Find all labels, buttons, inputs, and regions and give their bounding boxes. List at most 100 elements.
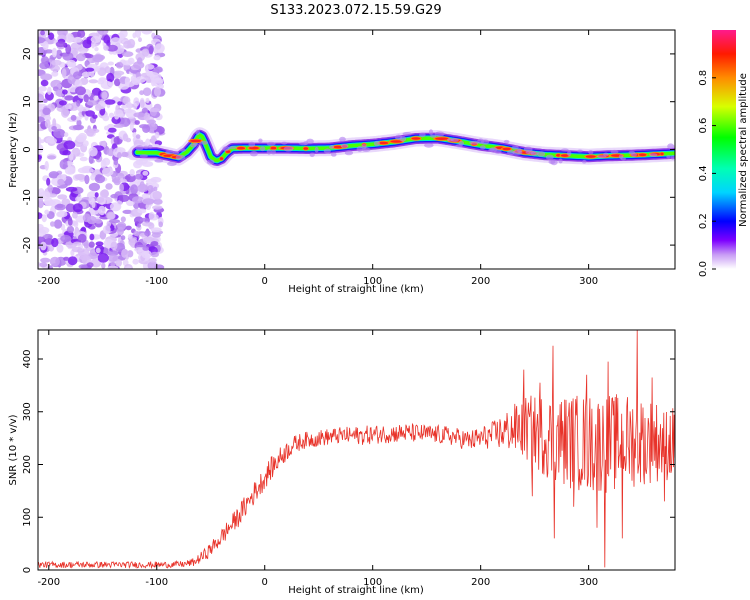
noise-blob (92, 54, 104, 63)
noise-blob (102, 167, 114, 177)
noise-blob (70, 114, 77, 121)
ridge-peak-core (660, 152, 664, 156)
ridge-edge-blob (511, 145, 519, 150)
ridge-edge-blob (469, 140, 480, 145)
noise-blob (48, 137, 57, 144)
noise-blob (126, 101, 132, 111)
noise-blob (51, 47, 58, 58)
spectrogram-y-tick-label: 20 (22, 48, 33, 61)
noise-blob (66, 225, 75, 233)
ridge-peak-core (270, 146, 277, 150)
noise-blob (67, 256, 78, 266)
snr-x-tick-label: 300 (579, 577, 598, 588)
noise-blob (40, 73, 53, 81)
noise-blob (64, 166, 76, 175)
ridge-edge-blob (558, 158, 563, 164)
noise-blob (79, 156, 88, 162)
noise-blob (96, 196, 105, 203)
ridge-edge-blob (154, 159, 164, 163)
noise-blob (61, 107, 70, 118)
ridge-edge-blob (577, 149, 583, 153)
snr-x-tick-label: 200 (471, 577, 490, 588)
colorbar-tick-label: 0.6 (698, 118, 709, 134)
noise-blob (117, 221, 127, 230)
ridge-edge-blob (581, 159, 587, 164)
noise-blob (38, 154, 43, 160)
noise-blob (63, 256, 70, 261)
ridge-edge-blob (248, 141, 256, 148)
ridge-edge-blob (361, 147, 371, 152)
noise-blob (88, 195, 95, 205)
noise-blob (143, 112, 150, 121)
snr-x-axis-label: Height of straight line (km) (288, 585, 424, 596)
colorbar-tick-label: 0.8 (698, 70, 709, 86)
noise-blob (47, 86, 52, 96)
noise-blob (139, 217, 151, 222)
noise-blob (153, 55, 161, 61)
noise-blob (141, 48, 150, 57)
ridge-edge-blob (567, 150, 572, 157)
noise-blob (53, 128, 66, 139)
noise-blob (38, 37, 46, 44)
noise-blob (146, 119, 156, 124)
noise-blob (146, 71, 159, 78)
ridge-peak-core (502, 147, 511, 151)
noise-blob (135, 159, 144, 165)
noise-blob (76, 100, 81, 107)
noise-blob (52, 118, 57, 128)
noise-blob (141, 30, 153, 35)
noise-blob (38, 197, 44, 202)
ridge-peak-core (390, 140, 403, 143)
noise-blob (103, 45, 109, 51)
ridge-edge-blob (430, 134, 437, 138)
noise-blob (67, 218, 73, 226)
noise-blob (82, 39, 93, 49)
noise-blob (114, 78, 121, 87)
ridge-edge-blob (281, 141, 288, 145)
noise-blob (142, 87, 152, 96)
noise-blob (71, 246, 83, 253)
noise-blob (119, 178, 127, 183)
noise-blob (40, 79, 49, 87)
noise-blob (122, 209, 133, 214)
noise-blob (76, 53, 86, 62)
noise-blob (40, 241, 47, 251)
noise-blob (106, 148, 116, 157)
noise-blob (149, 108, 160, 113)
noise-blob (88, 182, 100, 192)
noise-blob (62, 150, 71, 156)
noise-blob (64, 95, 74, 101)
noise-blob (56, 211, 65, 218)
noise-blob (40, 257, 51, 263)
noise-blob (51, 126, 57, 131)
ridge-peak-core (190, 139, 202, 143)
spectrogram-x-tick-label: 300 (579, 276, 598, 287)
spectrogram-y-tick-label: 10 (22, 95, 33, 108)
noise-blob (58, 100, 67, 106)
noise-blob (42, 107, 51, 116)
noise-blob (137, 208, 147, 214)
ridge-edge-blob (227, 146, 237, 150)
ridge-edge-blob (667, 143, 675, 150)
noise-blob (127, 250, 134, 258)
ridge-edge-blob (479, 145, 486, 150)
ridge-peak-core (333, 145, 343, 149)
noise-blob (81, 167, 94, 174)
noise-blob (38, 136, 42, 145)
noise-blob (75, 86, 86, 96)
noise-blob (88, 241, 95, 248)
colorbar: 0.0 0.2 0.4 0.6 0.8 Normalized spectral ampl… (698, 30, 749, 277)
noise-blob (141, 107, 148, 114)
spectrogram-x-tick-label: -200 (37, 276, 60, 287)
noise-blob (74, 173, 86, 181)
noise-blob (144, 64, 155, 70)
noise-blob (51, 59, 62, 66)
noise-blob (153, 86, 162, 97)
ridge-edge-blob (283, 146, 294, 152)
noise-blob (119, 183, 124, 193)
noise-blob (113, 123, 125, 128)
ridge-edge-blob (167, 161, 177, 167)
noise-blob (144, 230, 151, 237)
